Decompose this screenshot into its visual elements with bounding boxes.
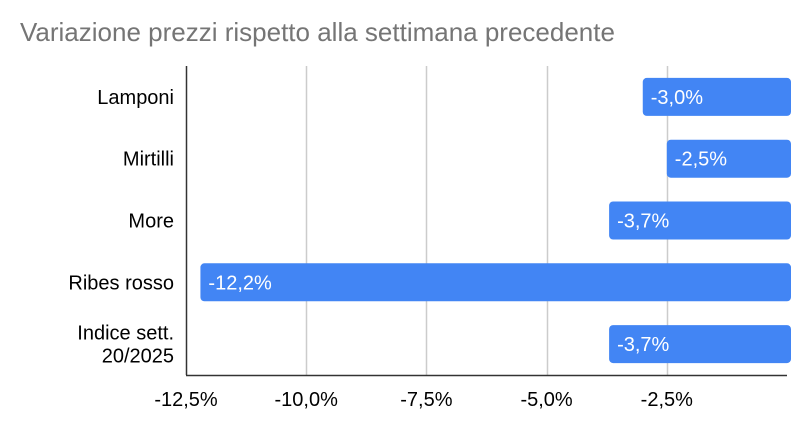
category-label: Ribes rosso: [68, 272, 174, 294]
category-label: More: [128, 211, 174, 233]
chart-title: Variazione prezzi rispetto alla settiman…: [20, 17, 615, 47]
x-tick-label: -7,5%: [400, 389, 452, 411]
bars: [200, 77, 791, 364]
category-label: Lamponi: [97, 87, 174, 109]
data-label: -3,7%: [617, 211, 669, 233]
data-label: -3,0%: [651, 87, 703, 109]
x-tick-label: -2,5%: [641, 389, 693, 411]
x-tick-label: -12,5%: [154, 389, 218, 411]
category-label: 20/2025: [102, 346, 174, 368]
category-label: Indice sett.: [77, 323, 174, 345]
bar: [642, 77, 791, 116]
category-label: Mirtilli: [123, 149, 174, 171]
data-label: -2,5%: [675, 149, 727, 171]
x-tick-label: -5,0%: [520, 389, 572, 411]
bar: [609, 325, 791, 364]
data-label: -12,2%: [208, 272, 272, 294]
axes: [185, 66, 787, 377]
labels: -12,5% -10,0% -7,5% -5,0% -2,5% -3,0% Lamponi -…: [68, 87, 727, 411]
bar: [666, 139, 791, 178]
bar: [609, 201, 791, 240]
data-label: -3,7%: [617, 334, 669, 356]
bar: [200, 263, 791, 302]
x-tick-label: -10,0%: [275, 389, 339, 411]
